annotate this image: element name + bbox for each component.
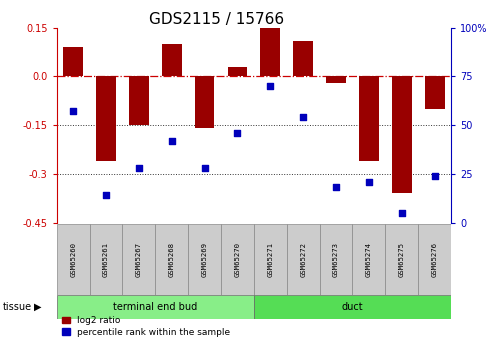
Bar bbox=[195, 76, 214, 128]
Bar bbox=[392, 76, 412, 193]
Bar bbox=[418, 224, 451, 295]
Bar bbox=[228, 67, 247, 76]
Bar bbox=[352, 224, 386, 295]
Legend: log2 ratio, percentile rank within the sample: log2 ratio, percentile rank within the s… bbox=[59, 313, 234, 341]
Bar bbox=[287, 224, 319, 295]
Text: GDS2115 / 15766: GDS2115 / 15766 bbox=[149, 12, 284, 27]
Bar bbox=[326, 76, 346, 83]
Bar bbox=[359, 76, 379, 161]
Point bbox=[266, 83, 274, 89]
Bar bbox=[63, 47, 83, 76]
Text: terminal end bud: terminal end bud bbox=[113, 302, 197, 312]
Bar bbox=[319, 224, 352, 295]
Point bbox=[69, 109, 77, 114]
Point bbox=[365, 179, 373, 184]
Bar bbox=[293, 41, 313, 76]
Text: GSM65267: GSM65267 bbox=[136, 242, 142, 277]
Text: tissue: tissue bbox=[2, 302, 32, 312]
Text: duct: duct bbox=[342, 302, 363, 312]
Point bbox=[299, 115, 307, 120]
Text: GSM65273: GSM65273 bbox=[333, 242, 339, 277]
Bar bbox=[254, 295, 451, 319]
Text: GSM65268: GSM65268 bbox=[169, 242, 175, 277]
Point bbox=[234, 130, 242, 136]
Text: GSM65270: GSM65270 bbox=[235, 242, 241, 277]
Bar bbox=[221, 224, 254, 295]
Bar bbox=[386, 224, 418, 295]
Bar bbox=[57, 295, 254, 319]
Text: GSM65260: GSM65260 bbox=[70, 242, 76, 277]
Point bbox=[431, 173, 439, 178]
Bar bbox=[96, 76, 116, 161]
Bar bbox=[57, 224, 90, 295]
Point bbox=[102, 193, 110, 198]
Bar bbox=[162, 44, 181, 76]
Text: GSM65271: GSM65271 bbox=[267, 242, 273, 277]
Bar bbox=[90, 224, 122, 295]
Bar bbox=[122, 224, 155, 295]
Bar bbox=[425, 76, 445, 109]
Bar bbox=[188, 224, 221, 295]
Point bbox=[135, 165, 143, 171]
Bar bbox=[129, 76, 149, 125]
Text: GSM65261: GSM65261 bbox=[103, 242, 109, 277]
Point bbox=[398, 210, 406, 216]
Text: ▶: ▶ bbox=[34, 302, 41, 312]
Text: GSM65275: GSM65275 bbox=[399, 242, 405, 277]
Point bbox=[332, 185, 340, 190]
Text: GSM65276: GSM65276 bbox=[432, 242, 438, 277]
Bar bbox=[254, 224, 287, 295]
Bar bbox=[260, 28, 280, 76]
Text: GSM65274: GSM65274 bbox=[366, 242, 372, 277]
Text: GSM65272: GSM65272 bbox=[300, 242, 306, 277]
Point bbox=[201, 165, 209, 171]
Bar bbox=[155, 224, 188, 295]
Text: GSM65269: GSM65269 bbox=[202, 242, 208, 277]
Point bbox=[168, 138, 176, 144]
